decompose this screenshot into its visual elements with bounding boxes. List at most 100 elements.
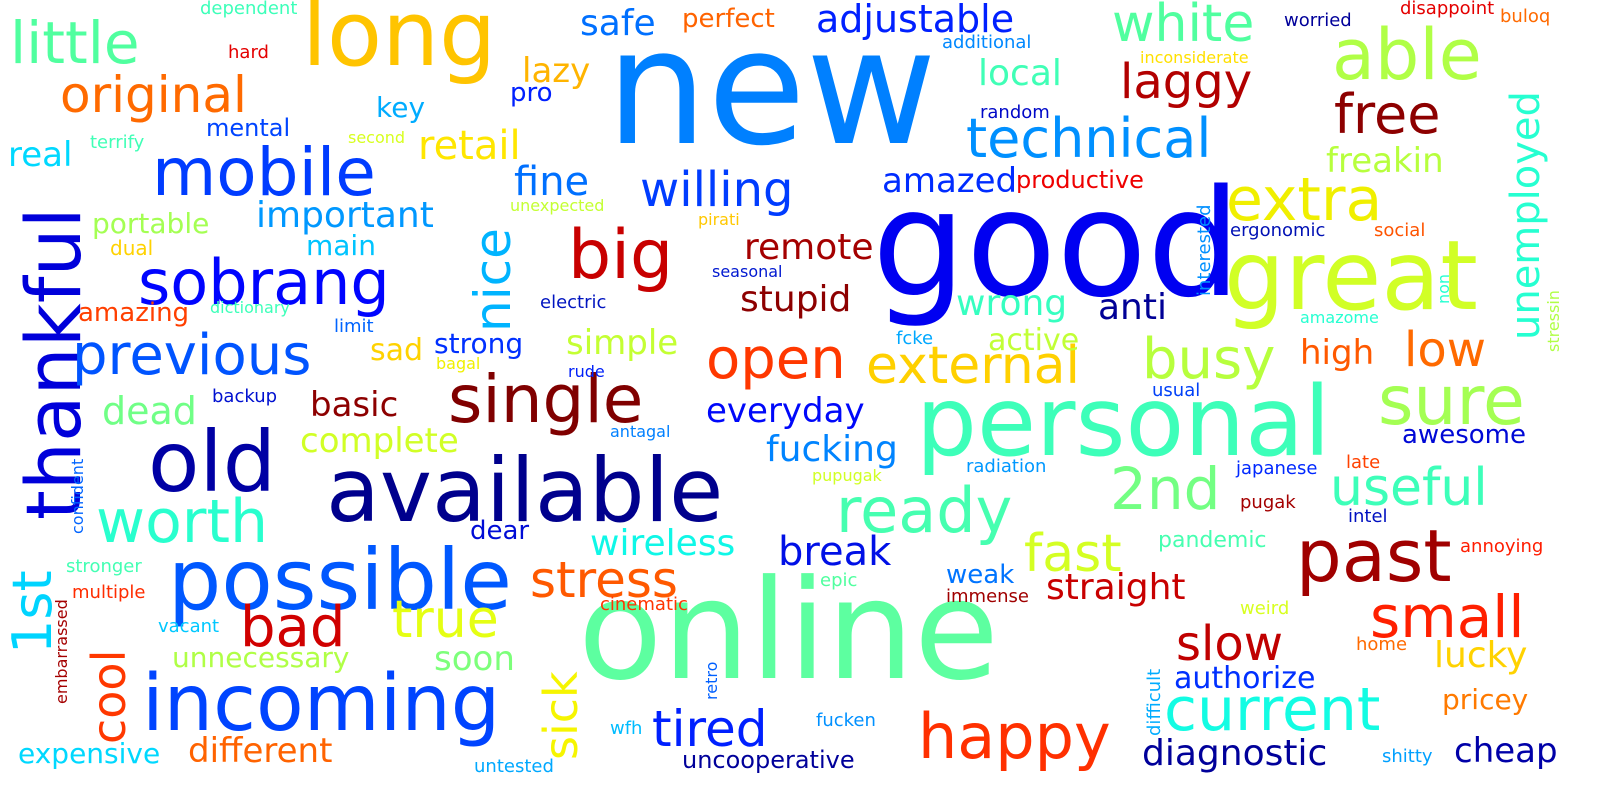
word: confident (68, 458, 87, 534)
word: freakin (1326, 141, 1444, 181)
word: mental (206, 114, 291, 142)
word: awesome (1402, 420, 1526, 450)
word: new (606, 0, 937, 181)
word: 2nd (1110, 455, 1221, 523)
word: expensive (18, 737, 161, 770)
word: second (348, 128, 406, 147)
word: everyday (706, 391, 865, 431)
word: open (706, 327, 846, 392)
word: big (568, 216, 674, 295)
word: unexpected (510, 196, 605, 215)
word: productive (1016, 166, 1144, 194)
word: extra (1226, 165, 1383, 235)
word: home (1356, 634, 1408, 655)
word: ready (836, 474, 1013, 547)
word: hard (228, 42, 269, 63)
word: bad (240, 595, 346, 660)
word: pandemic (1158, 528, 1267, 553)
word: dependent (200, 0, 298, 19)
word: random (980, 102, 1050, 123)
word: radiation (966, 456, 1047, 477)
word: worried (1284, 10, 1352, 31)
word: authorize (1174, 661, 1316, 696)
word: personal (916, 366, 1331, 478)
word: key (376, 91, 426, 124)
word: worth (96, 487, 269, 557)
word: lazy (522, 51, 591, 91)
word: annoying (1460, 536, 1544, 557)
word: pro (510, 78, 553, 108)
word: incoming (142, 659, 501, 749)
word: dear (470, 516, 530, 546)
word: ergonomic (1230, 220, 1326, 241)
word: true (392, 590, 499, 650)
word: embarrassed (52, 599, 71, 704)
word: straight (1046, 567, 1186, 608)
word: backup (212, 386, 278, 407)
word: diagnostic (1142, 733, 1328, 774)
word: epic (820, 570, 858, 591)
word: break (778, 529, 892, 575)
word: original (60, 66, 247, 124)
word: non (1434, 273, 1453, 304)
word: portable (92, 207, 210, 240)
word: single (448, 361, 644, 438)
word: wireless (590, 523, 736, 564)
word: sure (1378, 362, 1525, 441)
word: great (1224, 220, 1478, 332)
word: little (10, 9, 140, 77)
word: electric (540, 292, 607, 313)
word: stressin (1544, 290, 1563, 352)
word: technical (966, 107, 1212, 170)
word: high (1300, 333, 1375, 373)
word: pricey (1442, 683, 1529, 716)
word: current (1164, 675, 1381, 745)
word: able (1332, 14, 1482, 96)
word: rude (568, 362, 605, 381)
word: disappoint (1400, 0, 1495, 19)
word: sick (534, 671, 588, 760)
word: external (866, 336, 1080, 396)
word: fucking (766, 429, 898, 470)
word: untested (474, 756, 554, 777)
word: antagal (610, 422, 671, 441)
word: busy (1142, 327, 1276, 392)
word: lucky (1434, 635, 1528, 676)
word: interested (1194, 204, 1215, 296)
word: shitty (1382, 746, 1433, 767)
word: dual (110, 236, 154, 260)
word: retail (418, 123, 521, 169)
word: willing (640, 162, 794, 218)
word: possible (168, 531, 512, 629)
word: active (988, 323, 1080, 358)
word: perfect (682, 4, 775, 34)
word: retro (702, 661, 721, 700)
word: white (1112, 0, 1255, 54)
word: wrong (956, 283, 1068, 324)
word: bagal (436, 354, 481, 373)
word: low (1404, 322, 1486, 378)
word: safe (580, 3, 656, 44)
word: free (1334, 83, 1441, 146)
word: terrify (90, 132, 145, 153)
word: online (578, 550, 999, 711)
word: stronger (66, 556, 142, 577)
word: mobile (152, 134, 376, 211)
word: dead (102, 389, 197, 433)
word: stupid (740, 279, 852, 320)
word: remote (744, 227, 874, 268)
word: slow (1176, 616, 1283, 672)
word: wfh (610, 718, 643, 739)
word: seasonal (712, 262, 783, 281)
word: fcke (896, 328, 934, 349)
word: sobrang (138, 246, 390, 319)
word: tired (652, 700, 768, 758)
word: past (1296, 514, 1452, 598)
word: cinematic (600, 594, 688, 615)
word: late (1346, 452, 1381, 473)
word: fast (1024, 524, 1122, 584)
word: additional (942, 32, 1032, 53)
word: laggy (1120, 54, 1253, 110)
word: sad (370, 333, 424, 368)
word: different (188, 731, 333, 771)
